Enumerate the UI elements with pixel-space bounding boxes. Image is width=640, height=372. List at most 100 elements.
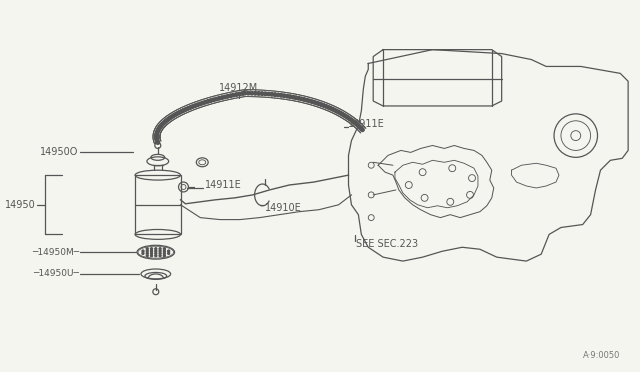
Circle shape <box>159 252 161 254</box>
Circle shape <box>163 255 165 257</box>
Circle shape <box>346 116 349 119</box>
Circle shape <box>315 101 319 105</box>
Circle shape <box>159 248 161 250</box>
Circle shape <box>147 255 148 257</box>
Circle shape <box>147 250 148 252</box>
Circle shape <box>324 105 328 108</box>
Text: ─14950U─: ─14950U─ <box>33 269 79 279</box>
Circle shape <box>155 252 157 254</box>
Circle shape <box>246 92 250 95</box>
Circle shape <box>310 100 314 103</box>
Text: 14950O: 14950O <box>40 147 79 157</box>
Circle shape <box>209 99 212 102</box>
Text: 14912M: 14912M <box>219 83 259 93</box>
Circle shape <box>285 94 289 98</box>
Circle shape <box>172 114 175 118</box>
Circle shape <box>175 112 179 115</box>
Circle shape <box>193 104 197 108</box>
Circle shape <box>294 96 298 99</box>
Circle shape <box>229 94 232 97</box>
Circle shape <box>155 132 159 135</box>
Circle shape <box>155 134 158 138</box>
Circle shape <box>344 115 348 118</box>
Text: SEE SEC.223: SEE SEC.223 <box>356 239 419 249</box>
Circle shape <box>320 103 323 106</box>
Circle shape <box>257 92 260 95</box>
Circle shape <box>147 252 148 254</box>
Circle shape <box>142 252 144 254</box>
Circle shape <box>155 133 158 137</box>
Circle shape <box>168 116 172 120</box>
Circle shape <box>163 250 165 252</box>
Circle shape <box>218 97 221 100</box>
Circle shape <box>158 125 162 129</box>
Circle shape <box>157 127 161 130</box>
Circle shape <box>165 118 169 122</box>
Circle shape <box>340 112 344 116</box>
Circle shape <box>204 100 207 104</box>
Circle shape <box>150 255 152 257</box>
Circle shape <box>150 252 152 254</box>
Circle shape <box>189 106 192 109</box>
Circle shape <box>156 141 159 144</box>
Circle shape <box>337 110 340 114</box>
Circle shape <box>302 98 306 101</box>
Text: 14950: 14950 <box>4 200 35 210</box>
Circle shape <box>331 108 334 111</box>
Circle shape <box>358 125 362 129</box>
Circle shape <box>226 94 230 98</box>
Circle shape <box>196 103 200 106</box>
Circle shape <box>156 140 159 143</box>
Circle shape <box>155 138 159 142</box>
Circle shape <box>159 255 161 257</box>
Circle shape <box>241 92 244 95</box>
Circle shape <box>276 93 280 97</box>
Circle shape <box>164 119 167 123</box>
Circle shape <box>351 119 355 123</box>
Circle shape <box>326 106 330 109</box>
Circle shape <box>235 93 238 96</box>
Circle shape <box>220 96 224 99</box>
Circle shape <box>305 98 308 102</box>
Circle shape <box>155 248 157 250</box>
Circle shape <box>159 124 163 128</box>
Circle shape <box>168 252 170 254</box>
Circle shape <box>356 124 360 128</box>
Circle shape <box>177 111 181 114</box>
Circle shape <box>150 248 152 250</box>
Circle shape <box>253 92 257 95</box>
Circle shape <box>163 248 165 250</box>
Text: 14911E: 14911E <box>205 180 242 190</box>
Circle shape <box>250 92 253 95</box>
Circle shape <box>159 250 161 252</box>
Circle shape <box>291 95 295 99</box>
Circle shape <box>155 137 158 140</box>
Circle shape <box>212 98 215 102</box>
Circle shape <box>289 95 292 99</box>
Circle shape <box>349 118 353 122</box>
Circle shape <box>354 122 358 125</box>
Circle shape <box>282 94 286 97</box>
Circle shape <box>161 122 164 125</box>
Circle shape <box>147 248 148 250</box>
Circle shape <box>184 108 188 111</box>
Circle shape <box>312 100 316 104</box>
Text: 14910E: 14910E <box>264 203 301 213</box>
Circle shape <box>360 128 364 131</box>
Circle shape <box>322 104 326 107</box>
Circle shape <box>157 128 160 132</box>
Circle shape <box>348 117 351 121</box>
Circle shape <box>333 108 337 112</box>
Circle shape <box>223 95 227 99</box>
Circle shape <box>156 129 159 133</box>
Circle shape <box>156 131 159 134</box>
Circle shape <box>160 123 164 126</box>
Circle shape <box>198 102 202 106</box>
Circle shape <box>280 93 283 97</box>
Circle shape <box>191 105 195 108</box>
Circle shape <box>168 250 170 252</box>
Circle shape <box>342 113 346 117</box>
Circle shape <box>214 97 218 101</box>
Circle shape <box>300 97 303 101</box>
Circle shape <box>243 92 246 95</box>
